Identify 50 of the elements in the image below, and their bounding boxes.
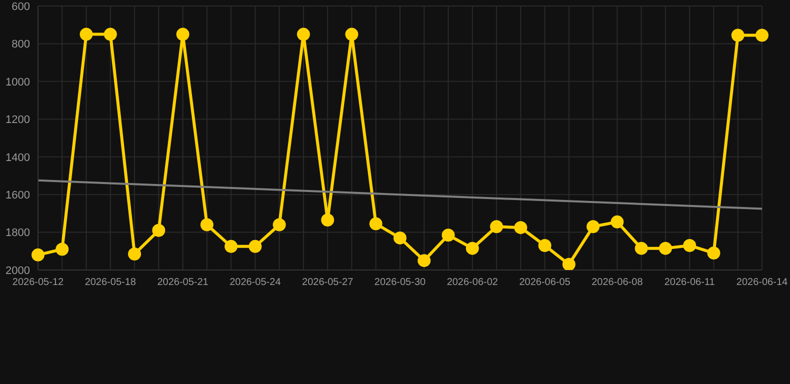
point — [152, 224, 166, 237]
point — [707, 246, 720, 260]
point — [466, 242, 479, 255]
y-tick-label: 1000 — [6, 76, 30, 88]
point — [104, 28, 117, 41]
point — [369, 217, 382, 230]
point — [586, 220, 600, 234]
x-tick-label: 2026-05-18 — [84, 277, 136, 288]
point — [128, 247, 142, 260]
point — [296, 28, 310, 41]
point — [200, 218, 214, 232]
point — [731, 28, 744, 42]
x-tick-label: 2026-06-05 — [519, 277, 571, 288]
point — [562, 258, 576, 270]
x-tick-label: 2026-05-12 — [12, 277, 64, 288]
y-tick-label: 600 — [12, 0, 30, 13]
x-tick-label: 2026-05-21 — [157, 277, 209, 288]
y-tick-label: 1800 — [6, 227, 30, 240]
point — [490, 220, 504, 234]
x-tick-label: 2026-06-14 — [736, 277, 788, 288]
point — [272, 218, 286, 232]
point — [658, 242, 672, 255]
x-tick-label: 2026-05-27 — [302, 277, 354, 288]
point — [442, 228, 455, 242]
y-tick-label: 800 — [12, 38, 30, 51]
point — [248, 240, 262, 253]
point — [394, 231, 406, 244]
point — [418, 254, 431, 268]
y-tick-label: 1600 — [6, 189, 30, 202]
point — [514, 221, 528, 234]
y-tick-label: 1200 — [6, 114, 30, 126]
point — [634, 242, 648, 255]
x-tick-label: 2026-05-30 — [374, 277, 426, 288]
x-tick-label: 2026-06-02 — [446, 277, 498, 288]
point — [321, 214, 334, 227]
point — [756, 28, 768, 42]
point — [538, 238, 552, 252]
x-tick-label: 2026-05-24 — [230, 277, 282, 288]
point — [610, 215, 624, 228]
y-tick-label: 2000 — [6, 264, 30, 277]
point — [224, 240, 238, 253]
x-tick-label: 2026-06-11 — [664, 277, 716, 288]
point — [80, 28, 93, 41]
point — [683, 238, 696, 252]
point — [345, 28, 358, 41]
y-tick-label: 1400 — [6, 152, 30, 164]
x-tick-label: 2026-06-08 — [592, 277, 644, 288]
point — [32, 248, 44, 262]
point — [176, 28, 190, 41]
point — [56, 242, 69, 256]
